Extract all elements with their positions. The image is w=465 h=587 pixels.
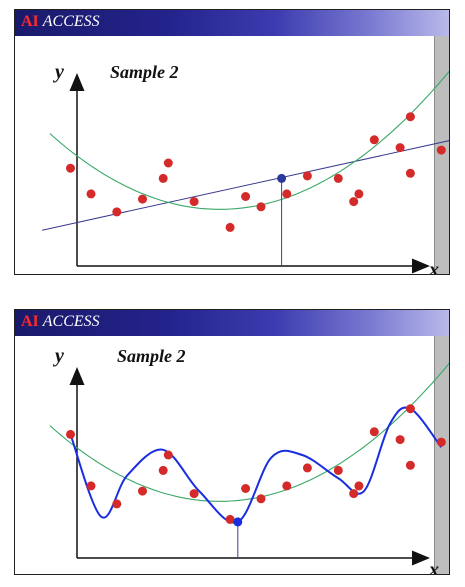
- data-point: [158, 465, 168, 475]
- quadratic-fit-curve: [49, 362, 449, 502]
- overfit-curve: [69, 406, 443, 524]
- data-point: [369, 135, 379, 145]
- data-point: [436, 437, 446, 447]
- data-point: [405, 112, 415, 122]
- chart-1: Sample 2 y x: [42, 61, 449, 275]
- data-point: [112, 207, 122, 217]
- highlight-point: [233, 517, 243, 527]
- data-point: [405, 404, 415, 414]
- data-point: [369, 427, 379, 437]
- brand-logo: AI ACCESS: [21, 313, 100, 331]
- data-point: [112, 499, 122, 509]
- right-bar: [434, 336, 449, 574]
- data-point: [158, 173, 168, 183]
- data-point: [163, 158, 173, 168]
- data-point: [138, 486, 147, 496]
- window-title-bar: AI ACCESS: [15, 310, 449, 336]
- data-point: [163, 450, 173, 460]
- data-point: [282, 481, 292, 491]
- data-point: [241, 484, 251, 493]
- data-point: [189, 197, 199, 207]
- data-point: [302, 171, 312, 181]
- right-bar: [434, 36, 449, 274]
- chart-title: Sample 2: [117, 346, 186, 366]
- data-point: [354, 189, 364, 199]
- data-point: [282, 189, 292, 199]
- brand-ai: AI: [21, 313, 39, 330]
- quadratic-fit-curve: [49, 70, 449, 210]
- data-point: [436, 145, 446, 155]
- window-bottom: AI ACCESS Sample 2 y x: [14, 309, 450, 575]
- x-axis-label: x: [428, 559, 439, 575]
- data-point: [354, 481, 364, 491]
- data-point: [66, 163, 75, 173]
- data-point: [66, 429, 75, 439]
- data-point: [333, 173, 343, 183]
- brand-access: ACCESS: [42, 313, 100, 330]
- data-point: [333, 465, 343, 475]
- brand-access: ACCESS: [42, 13, 100, 30]
- y-axis-label: y: [53, 345, 64, 367]
- linear-fit-line: [42, 140, 449, 231]
- brand-ai: AI: [21, 13, 39, 30]
- x-axis-label: x: [428, 259, 439, 275]
- data-point: [225, 222, 235, 232]
- data-point: [405, 168, 415, 178]
- brand-logo: AI ACCESS: [21, 13, 100, 31]
- window-title-bar: AI ACCESS: [15, 10, 449, 36]
- data-point: [349, 489, 359, 499]
- data-point: [189, 489, 199, 499]
- data-point: [86, 189, 96, 199]
- data-point: [256, 494, 266, 504]
- data-point: [395, 143, 405, 153]
- data-point: [405, 460, 415, 470]
- data-point: [225, 514, 235, 524]
- data-point: [256, 202, 266, 212]
- data-point: [395, 435, 405, 445]
- data-point: [349, 197, 359, 207]
- y-axis-label: y: [53, 61, 64, 83]
- data-point: [302, 463, 312, 473]
- chart-2: Sample 2 y x: [49, 345, 449, 575]
- data-point: [86, 481, 96, 491]
- highlight-point: [277, 173, 287, 183]
- chart-title: Sample 2: [110, 62, 179, 82]
- window-top: AI ACCESS Sample 2 y x: [14, 9, 450, 275]
- data-point: [138, 194, 147, 204]
- data-point: [241, 192, 251, 201]
